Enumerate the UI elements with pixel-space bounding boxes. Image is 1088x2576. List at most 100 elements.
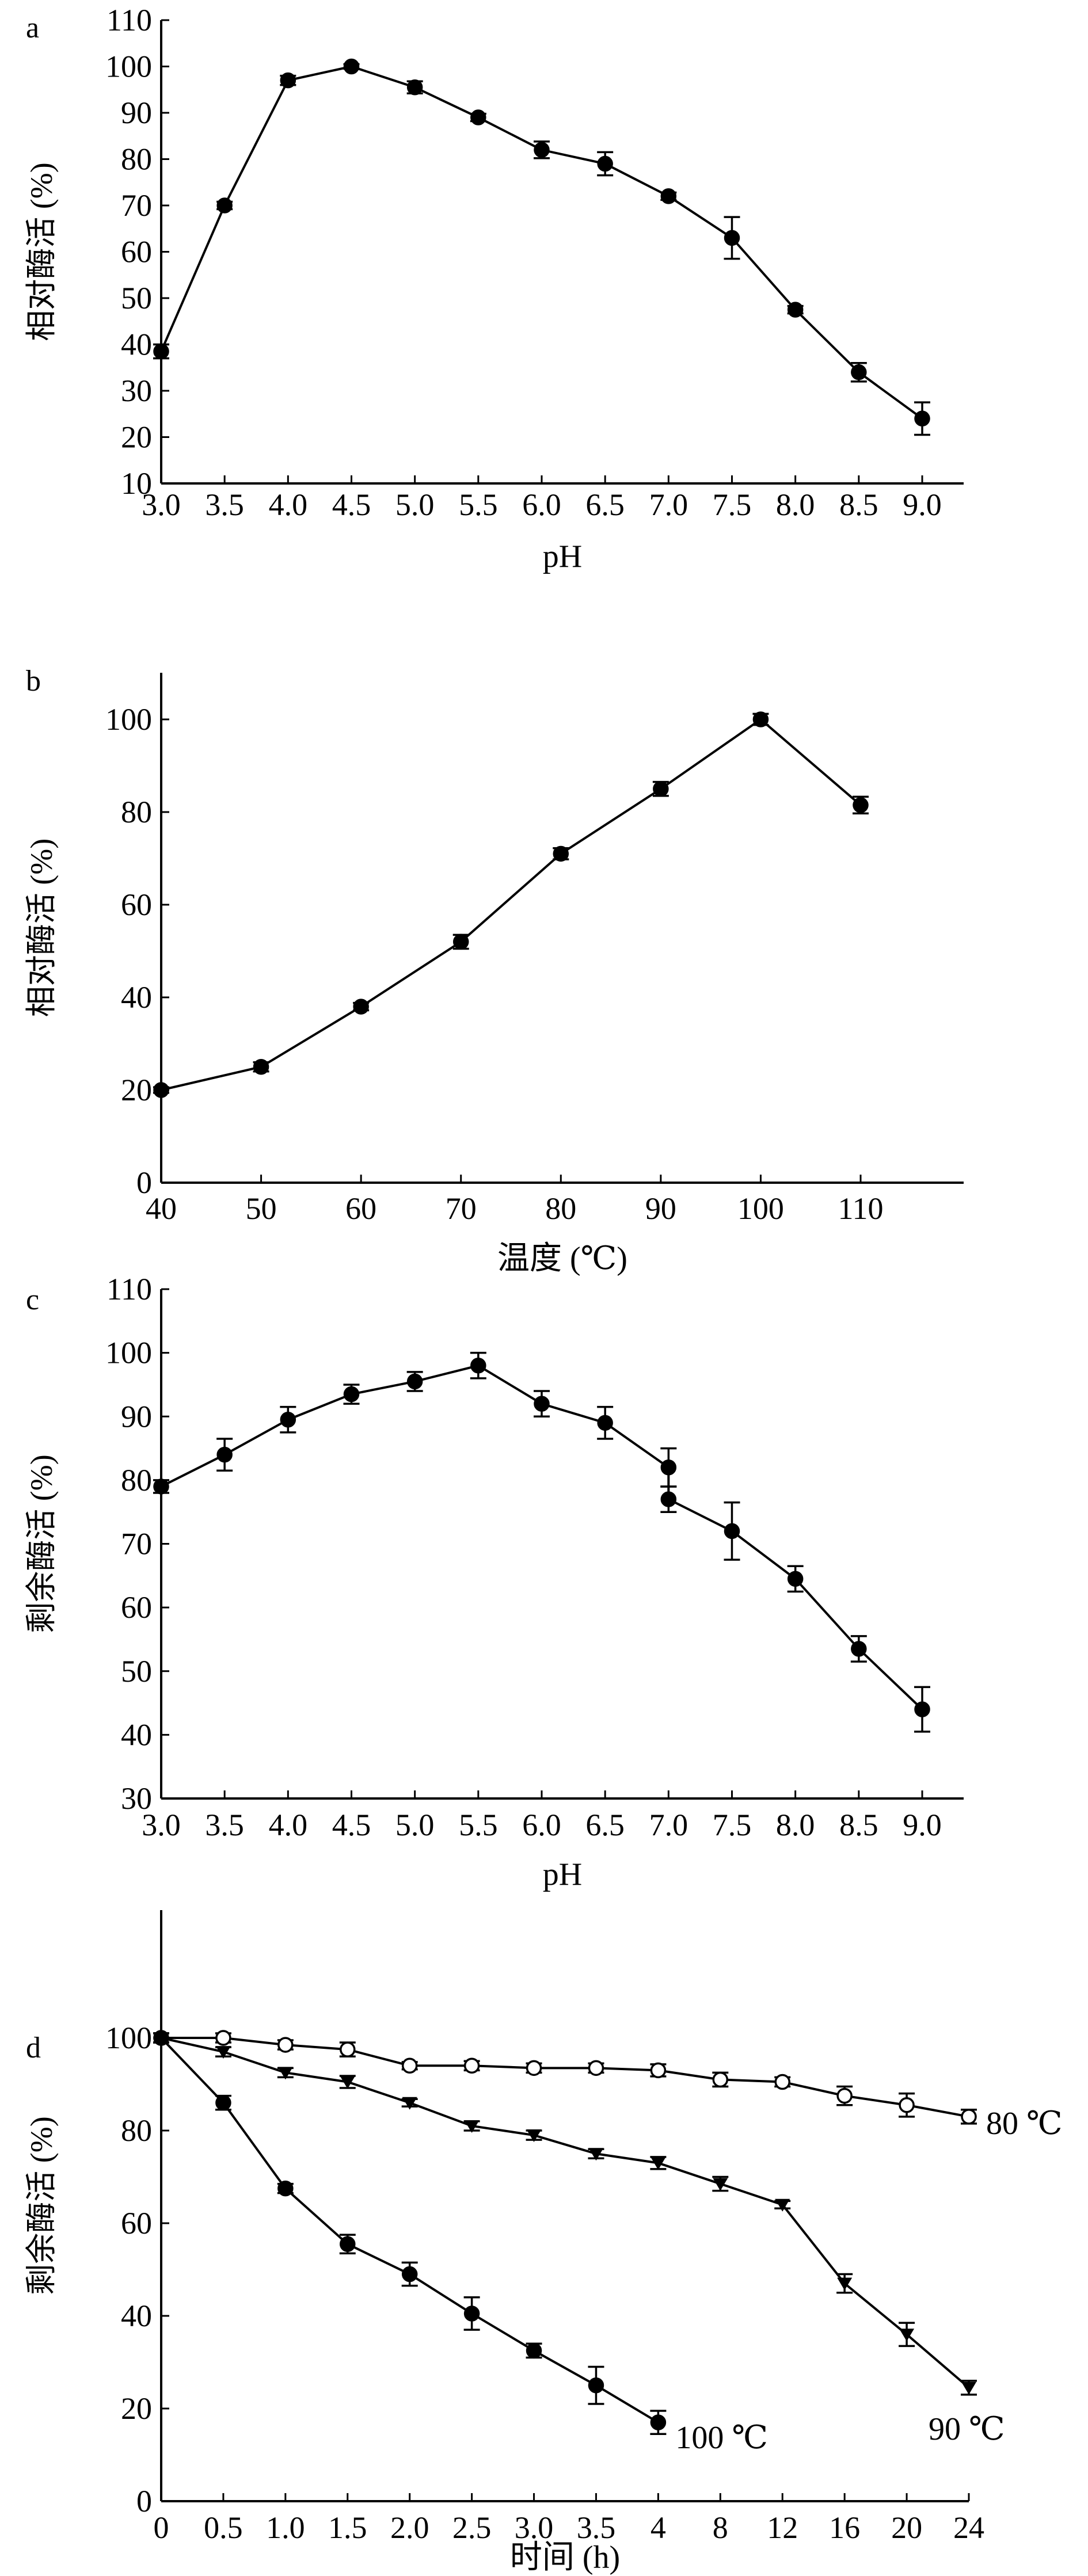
data-point — [534, 1396, 550, 1412]
x-tick-label: 1.0 — [266, 2510, 305, 2545]
panel-label: c — [26, 1283, 39, 1316]
chart-c: c 30 40 50 60 70 80 90 100 110 3.0 3.5 4.0 4.5 5.0 5.5 6… — [24, 1272, 964, 1892]
x-axis-label: 时间 (h) — [510, 2540, 620, 2575]
x-tick-label: 80 — [545, 1191, 576, 1226]
x-tick-label: 8.5 — [839, 1808, 878, 1842]
y-axis-label: 相对酶活 (%) — [24, 839, 59, 1017]
series-label: 80 ℃ — [986, 2106, 1063, 2141]
data-point — [526, 2060, 542, 2076]
data-point — [153, 1082, 169, 1098]
data-point — [724, 230, 740, 246]
x-tick-label: 3.0 — [142, 487, 181, 522]
data-point — [650, 2157, 666, 2170]
x-tick-label: 9.0 — [903, 1808, 942, 1842]
data-point — [961, 2109, 977, 2125]
y-tick-label: 100 — [105, 1336, 152, 1370]
data-point — [526, 2342, 542, 2359]
x-tick-label: 8.0 — [776, 487, 815, 522]
y-tick-label: 30 — [121, 1781, 152, 1816]
series-label: 90 ℃ — [929, 2411, 1005, 2447]
data-point — [215, 2046, 231, 2059]
x-tick-label: 24 — [953, 2510, 984, 2545]
data-point — [899, 2097, 915, 2113]
y-tick-label: 70 — [121, 188, 152, 223]
x-tick-label: 7.5 — [713, 1808, 752, 1842]
y-tick-label: 70 — [121, 1527, 152, 1561]
data-point — [153, 1478, 169, 1495]
y-tick-label: 20 — [121, 420, 152, 455]
y-tick-label: 100 — [105, 49, 152, 84]
x-tick-label: 100 — [737, 1191, 784, 1226]
y-tick-label: 60 — [121, 1590, 152, 1625]
y-tick-label: 40 — [121, 1717, 152, 1752]
x-axis-label: pH — [543, 1857, 582, 1892]
x-tick-label: 7.0 — [649, 1808, 688, 1842]
y-tick-label: 40 — [121, 327, 152, 362]
data-point — [452, 933, 469, 950]
x-tick-label: 7.5 — [713, 487, 752, 522]
y-tick-label: 20 — [121, 1073, 152, 1107]
x-tick-label: 3.5 — [205, 1808, 244, 1842]
y-tick-label: 20 — [121, 2391, 152, 2426]
x-tick-label: 60 — [345, 1191, 376, 1226]
panel-label: a — [26, 12, 39, 44]
series-line — [161, 2037, 970, 2389]
data-point — [660, 1460, 677, 1476]
data-point — [406, 79, 423, 96]
x-tick-label: 3.5 — [577, 2510, 616, 2545]
x-tick-label: 8.5 — [839, 487, 878, 522]
y-tick-label: 80 — [121, 1463, 152, 1497]
y-tick-label: 110 — [106, 1272, 152, 1306]
x-tick-label: 70 — [446, 1191, 477, 1226]
data-point — [787, 302, 804, 318]
x-tick-label: 2.5 — [452, 2510, 492, 2545]
data-point — [597, 1415, 613, 1431]
x-tick-label: 6.5 — [585, 1808, 625, 1842]
panel-label: d — [26, 2032, 41, 2064]
data-point — [463, 2306, 480, 2322]
x-tick-label: 6.0 — [522, 1808, 561, 1842]
data-point — [340, 2041, 356, 2057]
data-point — [277, 2180, 294, 2197]
y-tick-label: 110 — [106, 3, 152, 37]
data-point — [280, 72, 296, 89]
y-tick-label: 0 — [136, 1165, 152, 1200]
x-tick-label: 5.5 — [459, 1808, 498, 1842]
data-point — [153, 343, 169, 360]
x-tick-label: 0.5 — [204, 2510, 243, 2545]
data-point — [253, 1059, 269, 1075]
data-point — [914, 410, 930, 427]
chart-d: d 0 20 40 60 80 100 0 0.5 1.0 1.5 2.0 2.5 3.0 3.5 4 8 12 1… — [24, 1910, 1063, 2575]
x-tick-label: 4.5 — [332, 1808, 371, 1842]
x-axis-label: 温度 (℃) — [497, 1241, 627, 1276]
y-tick-label: 30 — [121, 374, 152, 408]
data-point — [401, 2266, 418, 2282]
x-tick-label: 4.0 — [269, 487, 308, 522]
data-point — [343, 58, 360, 75]
data-point — [712, 2071, 729, 2088]
panel-label: b — [26, 665, 41, 698]
y-tick-label: 80 — [121, 142, 152, 177]
data-point — [526, 2129, 542, 2143]
data-point — [713, 2178, 728, 2191]
x-tick-label: 4 — [650, 2510, 666, 2545]
data-point — [553, 845, 569, 862]
data-point — [774, 2074, 790, 2090]
x-tick-label: 8 — [713, 2510, 728, 2545]
data-point — [470, 109, 486, 125]
data-point — [343, 1386, 360, 1403]
x-tick-label: 110 — [838, 1191, 884, 1226]
data-point — [464, 2120, 480, 2133]
y-tick-label: 60 — [121, 2206, 152, 2240]
data-point — [724, 1523, 740, 1539]
y-axis-label: 剩余酶活 (%) — [24, 2116, 59, 2295]
data-point — [851, 1641, 867, 1657]
data-point — [216, 197, 233, 214]
data-point — [836, 2087, 853, 2104]
data-point — [588, 2148, 604, 2161]
data-point — [401, 2057, 418, 2074]
x-tick-label: 4.5 — [332, 487, 371, 522]
x-tick-label: 40 — [146, 1191, 177, 1226]
data-point — [280, 1412, 296, 1428]
